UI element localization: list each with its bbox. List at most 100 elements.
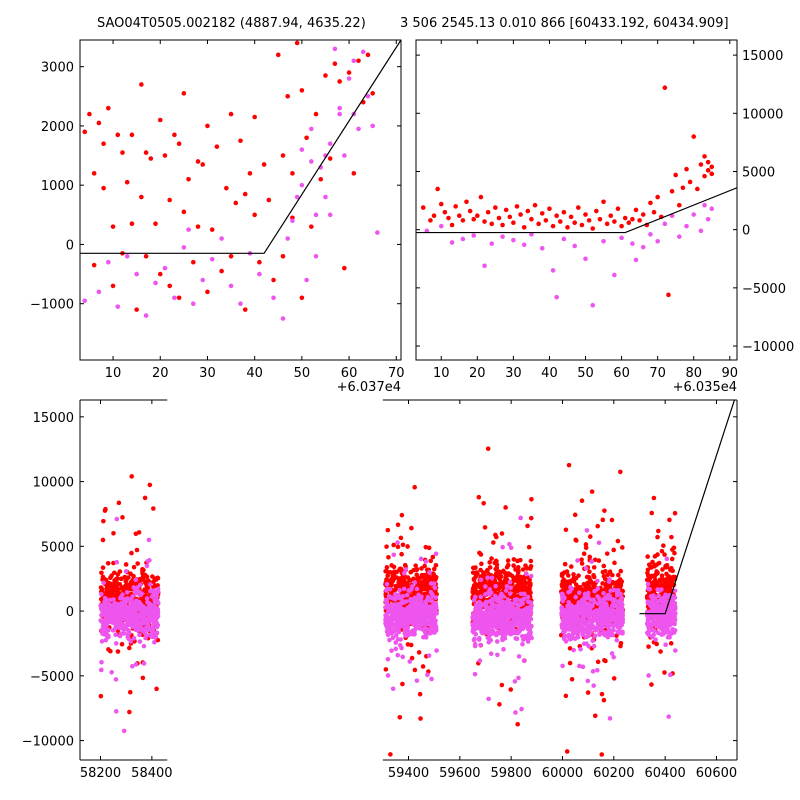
- data-point-series_b: [591, 643, 597, 649]
- data-point-series_a: [101, 518, 106, 524]
- data-point-series_b: [109, 669, 114, 675]
- data-point-series_a: [332, 61, 338, 67]
- data-point-series_b: [121, 728, 127, 734]
- data-point-series_b: [503, 628, 508, 634]
- data-point-series_a: [414, 572, 420, 578]
- data-point-series_b: [434, 648, 439, 653]
- data-point-series_b: [370, 123, 375, 129]
- data-point-series_a: [391, 572, 397, 577]
- data-point-series_a: [120, 150, 125, 155]
- data-point-series_a: [615, 206, 621, 212]
- data-point-series_b: [485, 575, 490, 580]
- data-point-series_b: [190, 301, 196, 307]
- data-point-series_b: [472, 671, 478, 677]
- data-point-series_b: [584, 528, 590, 533]
- data-point-series_a: [82, 129, 88, 135]
- data-point-series_b: [127, 606, 132, 612]
- data-point-series_a: [138, 793, 143, 798]
- data-point-series_a: [266, 197, 272, 203]
- data-point-series_b: [113, 632, 118, 638]
- data-point-series_b: [573, 594, 579, 600]
- data-point-series_a: [257, 259, 262, 265]
- data-point-series_b: [428, 581, 434, 586]
- data-point-series_a: [494, 562, 500, 568]
- data-point-series_b: [414, 610, 420, 616]
- data-point-series_a: [430, 571, 436, 576]
- data-point-series_a: [280, 253, 286, 259]
- data-point-series_a: [612, 219, 617, 224]
- data-point-series_a: [589, 489, 595, 494]
- data-point-series_a: [655, 194, 660, 200]
- data-point-series_a: [433, 562, 439, 568]
- data-point-series_b: [495, 631, 501, 637]
- x-tick-label: 60600: [696, 766, 737, 781]
- data-point-series_a: [228, 111, 234, 117]
- x-tick-label: 59800: [490, 766, 531, 781]
- data-point-series_b: [596, 596, 602, 602]
- data-point-series_b: [601, 631, 607, 637]
- data-point-series_a: [668, 641, 674, 646]
- data-point-series_b: [616, 599, 621, 605]
- data-point-series_b: [471, 628, 476, 633]
- data-point-series_b: [601, 590, 606, 596]
- data-point-series_b: [619, 595, 624, 601]
- data-point-series_b: [521, 619, 527, 624]
- data-point-series_a: [425, 574, 431, 579]
- data-point-series_a: [419, 566, 424, 571]
- data-point-series_b: [473, 602, 479, 608]
- data-point-series_b: [449, 240, 455, 245]
- data-point-series_b: [404, 592, 410, 598]
- data-point-series_b: [114, 559, 120, 565]
- data-point-series_b: [574, 609, 580, 615]
- data-point-series_a: [572, 220, 577, 225]
- data-point-series_b: [496, 622, 501, 628]
- data-point-series_b: [280, 316, 286, 321]
- data-point-series_a: [514, 204, 520, 209]
- data-point-series_b: [509, 621, 515, 627]
- data-point-series_b: [130, 663, 135, 669]
- data-point-series_a: [309, 224, 314, 229]
- data-point-series_b: [389, 648, 394, 653]
- data-point-series_b: [665, 634, 671, 640]
- data-point-series_b: [561, 236, 567, 242]
- data-point-series_b: [117, 625, 122, 631]
- data-point-series_b: [603, 609, 608, 615]
- data-point-series_a: [648, 564, 653, 569]
- data-point-series_b: [101, 580, 106, 586]
- data-point-series_b: [673, 648, 678, 653]
- data-point-series_a: [618, 568, 624, 574]
- data-point-series_a: [652, 563, 657, 568]
- data-point-series_a: [299, 295, 305, 301]
- data-point-series_a: [167, 283, 172, 289]
- data-point-series_a: [615, 583, 621, 589]
- data-point-series_a: [619, 223, 624, 229]
- data-point-series_b: [512, 601, 518, 606]
- data-point-series_b: [607, 628, 613, 634]
- data-point-series_a: [655, 534, 660, 540]
- x-tick-label: 30: [199, 366, 216, 381]
- data-point-series_a: [390, 578, 396, 584]
- data-point-series_b: [560, 598, 566, 604]
- data-point-series_b: [590, 619, 596, 624]
- data-point-series_b: [140, 628, 145, 634]
- data-point-series_a: [487, 581, 492, 587]
- data-point-series_a: [433, 574, 439, 580]
- data-point-series_b: [591, 683, 596, 688]
- data-point-series_b: [141, 643, 147, 649]
- data-point-series_b: [497, 603, 503, 609]
- data-point-series_a: [224, 185, 229, 191]
- data-point-series_a: [640, 212, 646, 217]
- data-point-series_b: [513, 636, 518, 641]
- data-point-series_b: [393, 640, 399, 645]
- data-point-series_a: [691, 134, 697, 139]
- data-point-series_b: [82, 298, 88, 304]
- data-point-series_b: [118, 612, 123, 617]
- data-point-series_a: [586, 583, 592, 589]
- data-point-series_a: [476, 494, 482, 500]
- y-tick-label: 0: [66, 238, 74, 253]
- data-point-series_a: [405, 544, 410, 549]
- data-point-series_b: [488, 610, 494, 616]
- data-point-series_a: [134, 307, 139, 312]
- data-point-series_a: [421, 574, 426, 580]
- data-point-series_a: [146, 578, 151, 584]
